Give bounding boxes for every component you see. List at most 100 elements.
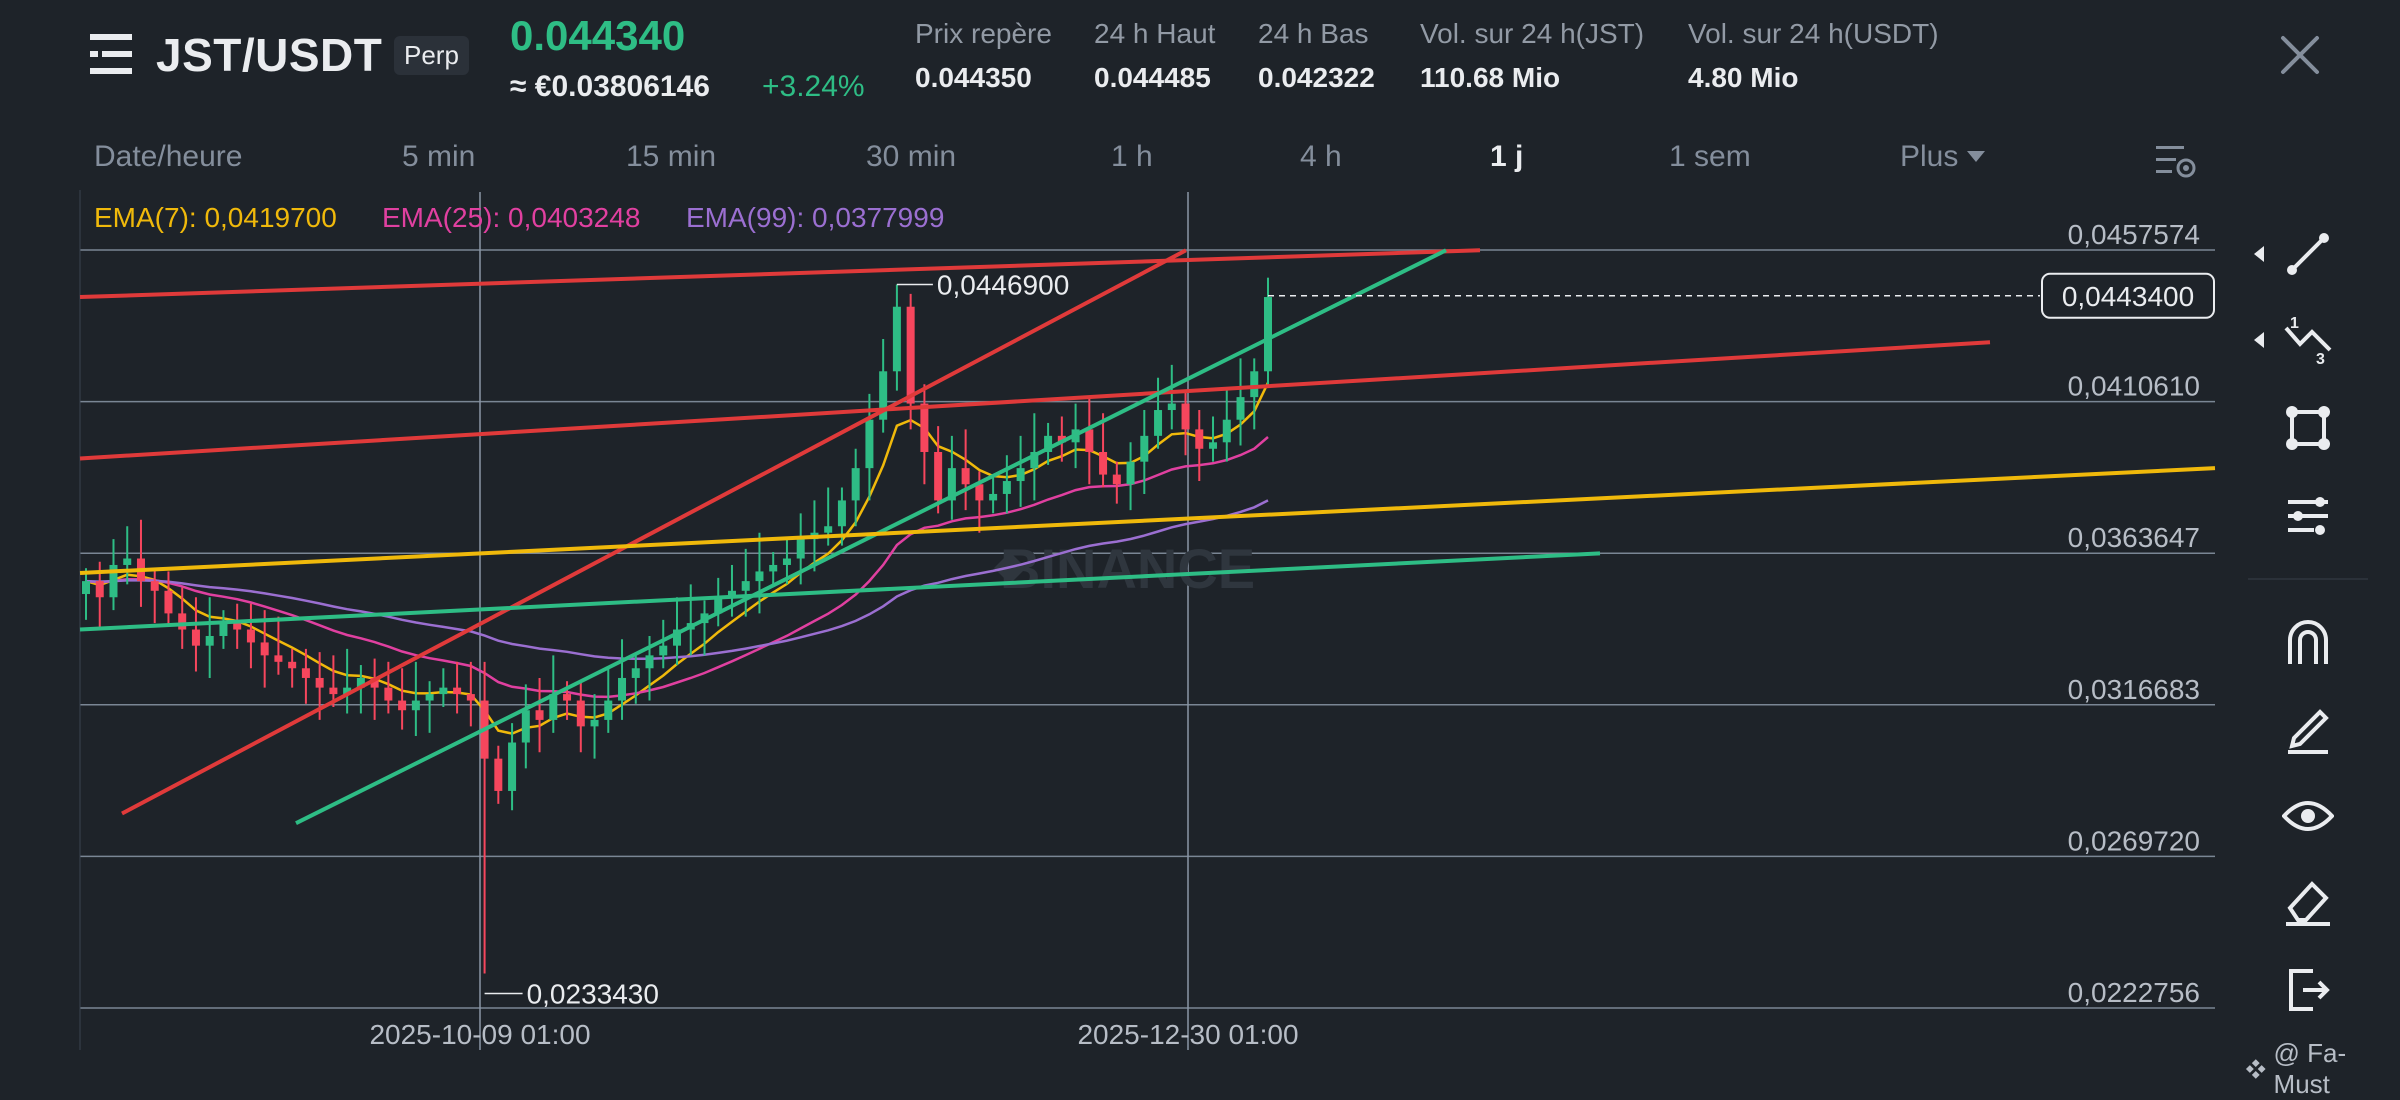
candle-body bbox=[439, 687, 448, 695]
mark-price-value: 0.044350 bbox=[915, 62, 1032, 93]
candle-body bbox=[879, 371, 888, 420]
toolbar-divider bbox=[2248, 578, 2368, 580]
candle-body bbox=[975, 484, 984, 501]
binance-logo-icon bbox=[2245, 1059, 2266, 1079]
magnet-icon bbox=[2288, 620, 2328, 664]
yellow-trendline bbox=[79, 466, 2216, 576]
candle-body bbox=[824, 526, 833, 533]
candle-body bbox=[425, 694, 434, 701]
trend-line-tool[interactable] bbox=[2276, 222, 2340, 286]
candle-body bbox=[164, 590, 173, 614]
exit-tool[interactable] bbox=[2276, 958, 2340, 1022]
candle-body bbox=[782, 558, 791, 565]
chart-grid bbox=[79, 190, 2215, 1050]
x-axis-labels: 2025-10-09 01:00 2025-12-30 01:00 bbox=[369, 1019, 1298, 1050]
candle-body bbox=[343, 687, 352, 695]
candle-body bbox=[618, 677, 627, 701]
candle-body bbox=[453, 687, 462, 695]
tab-30min[interactable]: 30 min bbox=[866, 140, 957, 173]
price-annotations: 0,0446900 0,0233430 0,0443400 bbox=[484, 269, 2215, 1010]
low-annotation-label: 0,0233430 bbox=[527, 979, 659, 1010]
red-trendline bbox=[121, 248, 1187, 816]
candle-body bbox=[1250, 371, 1259, 398]
candle-body bbox=[466, 694, 475, 701]
candle-body bbox=[356, 677, 365, 688]
exit-icon bbox=[2289, 969, 2330, 1011]
red-trendline bbox=[79, 248, 1481, 300]
current-price-box bbox=[2041, 272, 2215, 319]
eye-icon bbox=[2282, 801, 2334, 831]
candle-body bbox=[1236, 397, 1245, 420]
candle-body bbox=[274, 655, 283, 662]
close-icon[interactable] bbox=[2275, 30, 2325, 80]
ema25-legend: EMA(25): 0,0403248 bbox=[382, 202, 641, 233]
candle-body bbox=[1044, 435, 1053, 452]
candle-body bbox=[1154, 410, 1163, 436]
candle-body bbox=[576, 700, 585, 727]
x-tick-label: 2025-10-09 01:00 bbox=[369, 1019, 590, 1050]
binance-watermark: BINANCE bbox=[994, 537, 1255, 600]
candle-body bbox=[398, 700, 407, 711]
tab-5min[interactable]: 5 min bbox=[402, 140, 476, 173]
indicator-settings-icon bbox=[2288, 497, 2328, 535]
eraser-tool[interactable] bbox=[2276, 870, 2340, 934]
expand-arrow-icon[interactable] bbox=[2252, 244, 2266, 264]
candle-body bbox=[329, 687, 338, 695]
candle-body bbox=[727, 590, 736, 598]
red-trendline bbox=[79, 340, 1991, 461]
candle-body bbox=[892, 306, 901, 372]
magnet-tool[interactable] bbox=[2276, 610, 2340, 674]
rectangle-tool[interactable] bbox=[2276, 396, 2340, 460]
expand-arrow-icon[interactable] bbox=[2252, 330, 2266, 350]
tab-more-label: Plus bbox=[1900, 140, 1959, 173]
candle-body bbox=[233, 623, 242, 630]
hamburger-menu-icon[interactable] bbox=[88, 30, 136, 78]
high-24h-label: 24 h Haut bbox=[1094, 18, 1216, 49]
tab-1h[interactable]: 1 h bbox=[1111, 140, 1153, 173]
vol-usdt-value: 4.80 Mio bbox=[1688, 62, 1799, 93]
candle-body bbox=[150, 581, 159, 591]
trend-line-icon bbox=[2287, 233, 2329, 275]
chart-settings-icon[interactable] bbox=[2152, 138, 2198, 184]
candle-body bbox=[1126, 461, 1135, 485]
tab-4h[interactable]: 4 h bbox=[1300, 140, 1342, 173]
svg-text:3: 3 bbox=[2316, 351, 2325, 366]
eraser-icon bbox=[2286, 881, 2330, 926]
candle-body bbox=[123, 558, 132, 565]
green-trendline bbox=[79, 551, 1601, 632]
credit-text: @ Fa-Must bbox=[2273, 1038, 2347, 1099]
watermark-text: BINANCE bbox=[1000, 537, 1255, 600]
candle-body bbox=[411, 700, 420, 711]
pen-tool[interactable] bbox=[2276, 696, 2340, 760]
pair-title[interactable]: JST/USDT bbox=[156, 29, 383, 81]
candle-body bbox=[1140, 435, 1149, 462]
tab-datetime[interactable]: Date/heure bbox=[94, 140, 243, 173]
perp-badge: Perp bbox=[394, 36, 469, 75]
visibility-tool[interactable] bbox=[2276, 784, 2340, 848]
candle-body bbox=[1057, 435, 1066, 443]
candle-body bbox=[851, 468, 860, 501]
tab-1d[interactable]: 1 j bbox=[1490, 140, 1524, 173]
candle-body bbox=[1195, 429, 1204, 449]
candle-body bbox=[508, 742, 517, 791]
green-trendline bbox=[295, 248, 1447, 826]
candle-body bbox=[1016, 468, 1025, 482]
tab-more[interactable]: Plus bbox=[1900, 140, 1986, 174]
indicator-settings-tool[interactable] bbox=[2276, 484, 2340, 548]
candle-body bbox=[1002, 481, 1011, 494]
candle-body bbox=[1099, 451, 1108, 475]
candle-body bbox=[741, 581, 750, 591]
candle-body bbox=[920, 403, 929, 452]
tab-1w[interactable]: 1 sem bbox=[1669, 140, 1751, 173]
candle-body bbox=[1167, 403, 1176, 411]
candle-body bbox=[673, 629, 681, 646]
fibonacci-icon: 13 bbox=[2284, 315, 2332, 366]
tab-15min[interactable]: 15 min bbox=[626, 140, 717, 173]
y-tick-label: 0,0222756 bbox=[2068, 977, 2200, 1008]
candle-body bbox=[95, 581, 104, 598]
candle-body bbox=[906, 306, 915, 404]
candles bbox=[82, 277, 1272, 974]
candle-body bbox=[659, 645, 668, 656]
